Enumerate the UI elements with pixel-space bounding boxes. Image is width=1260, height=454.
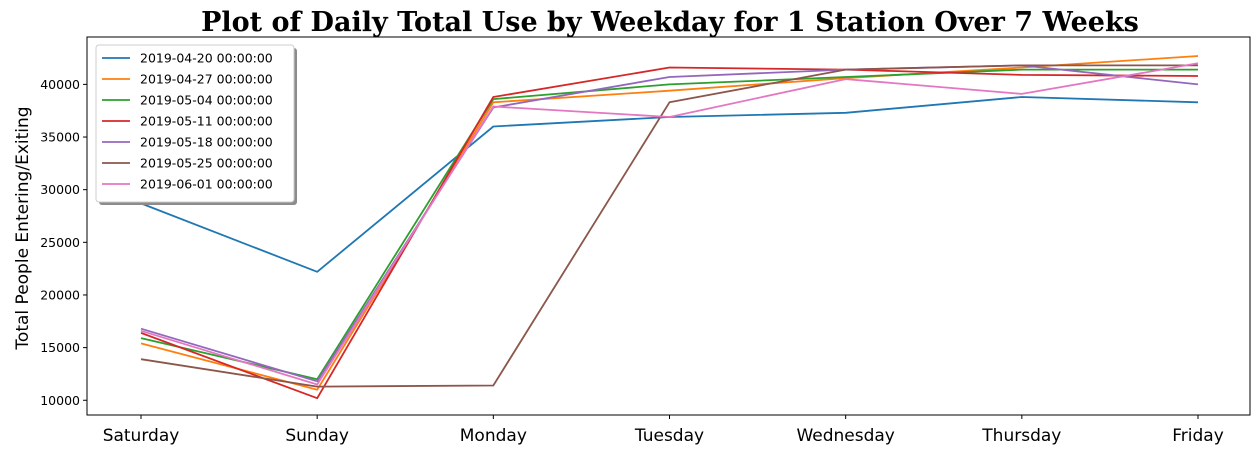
y-axis-label: Total People Entering/Exiting (13, 106, 33, 350)
series-line-2 (140, 68, 1198, 381)
chart-title: Plot of Daily Total Use by Weekday for 1… (201, 7, 1139, 38)
x-tick-label: Saturday (103, 426, 180, 446)
y-tick-label: 40000 (40, 77, 80, 92)
legend-label: 2019-04-27 00:00:00 (140, 72, 273, 87)
x-tick-label: Thursday (981, 426, 1061, 446)
y-tick-label: 10000 (40, 393, 80, 408)
plot-frame (86, 36, 1251, 416)
series-line-5 (140, 64, 1198, 388)
legend: 2019-04-20 00:00:00 2019-04-27 00:00:00 20… (95, 44, 297, 205)
x-tick-label: Monday (460, 426, 527, 446)
y-tick-label: 30000 (40, 182, 80, 197)
series-lines (140, 55, 1199, 400)
legend-label: 2019-04-20 00:00:00 (140, 51, 273, 66)
x-tick-label: Friday (1172, 426, 1224, 446)
legend-label: 2019-06-01 00:00:00 (140, 177, 273, 192)
series-line-6 (140, 62, 1199, 386)
x-tick-label: Sunday (285, 426, 349, 446)
legend-label: 2019-05-11 00:00:00 (140, 114, 273, 129)
y-tick-label: 25000 (40, 235, 80, 250)
series-line-0 (140, 96, 1199, 273)
legend-label: 2019-05-04 00:00:00 (140, 93, 273, 108)
series-line-3 (140, 66, 1199, 400)
series-line-4 (140, 64, 1199, 383)
y-tick-label: 20000 (40, 287, 80, 302)
legend-box (95, 44, 295, 203)
x-tick-label: Wednesday (796, 426, 894, 446)
x-tick-label: Tuesday (634, 426, 704, 446)
x-axis-ticks: Saturday Sunday Monday Tuesday Wednesday Thur… (103, 415, 1224, 446)
y-tick-label: 35000 (40, 130, 80, 145)
y-axis-ticks: 10000 15000 20000 25000 30000 35000 40000 (40, 77, 87, 408)
y-tick-label: 15000 (40, 340, 80, 355)
legend-label: 2019-05-25 00:00:00 (140, 156, 273, 171)
legend-label: 2019-05-18 00:00:00 (140, 135, 273, 150)
series-line-1 (140, 55, 1199, 391)
